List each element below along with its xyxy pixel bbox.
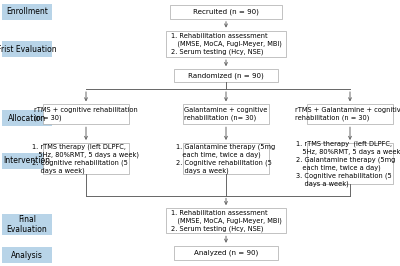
Text: 1. rTMS therapy (left DLPFC,
   5Hz, 80%RMT, 5 days a week)
2. Cognitive rehabil: 1. rTMS therapy (left DLPFC, 5Hz, 80%RMT… (32, 143, 140, 173)
Text: Allocation: Allocation (8, 114, 46, 123)
FancyBboxPatch shape (166, 208, 286, 234)
Text: Final
Evaluation: Final Evaluation (7, 215, 47, 234)
FancyBboxPatch shape (174, 69, 278, 82)
FancyBboxPatch shape (43, 143, 129, 174)
FancyBboxPatch shape (2, 153, 52, 169)
Text: 1. Rehabilitation assessment
   (MMSE, MoCA, Fugl-Meyer, MBI)
2. Serum testing (: 1. Rehabilitation assessment (MMSE, MoCA… (170, 210, 282, 232)
FancyBboxPatch shape (2, 110, 52, 126)
FancyBboxPatch shape (170, 5, 282, 19)
Text: Frist Evaluation: Frist Evaluation (0, 45, 57, 54)
Text: Analysis: Analysis (11, 251, 43, 260)
Text: 1. rTMS therapy  (left DLPFC,
   5Hz, 80%RMT, 5 days a week)
2. Galantamine ther: 1. rTMS therapy (left DLPFC, 5Hz, 80%RMT… (296, 140, 400, 187)
FancyBboxPatch shape (307, 105, 393, 124)
Text: rTMS + cognitive rehabilitation
(n = 30): rTMS + cognitive rehabilitation (n = 30) (34, 107, 138, 121)
FancyBboxPatch shape (43, 105, 129, 124)
FancyBboxPatch shape (174, 246, 278, 260)
FancyBboxPatch shape (2, 41, 52, 57)
FancyBboxPatch shape (166, 31, 286, 57)
FancyBboxPatch shape (183, 143, 269, 174)
Text: rTMS + Galantamine + cognitive
rehabilitation (n = 30): rTMS + Galantamine + cognitive rehabilit… (295, 107, 400, 121)
FancyBboxPatch shape (2, 4, 52, 20)
FancyBboxPatch shape (183, 105, 269, 124)
FancyBboxPatch shape (2, 247, 52, 263)
Text: Analyzed (n = 90): Analyzed (n = 90) (194, 250, 258, 256)
Text: Recruited (n = 90): Recruited (n = 90) (193, 9, 259, 15)
FancyBboxPatch shape (307, 143, 393, 184)
Text: Enrollment: Enrollment (6, 7, 48, 16)
Text: Intervention: Intervention (4, 156, 50, 165)
Text: Randomized (n = 90): Randomized (n = 90) (188, 73, 264, 79)
Text: 1. Galantamine therapy (5mg
   each time, twice a day)
2. Cognitive rehabilitati: 1. Galantamine therapy (5mg each time, t… (176, 143, 276, 173)
FancyBboxPatch shape (2, 214, 52, 235)
Text: Galantamine + cognitive
rehabilitation (n= 30): Galantamine + cognitive rehabilitation (… (184, 107, 268, 121)
Text: 1. Rehabilitation assessment
   (MMSE, MoCA, Fugl-Meyer, MBI)
2. Serum testing (: 1. Rehabilitation assessment (MMSE, MoCA… (170, 33, 282, 55)
